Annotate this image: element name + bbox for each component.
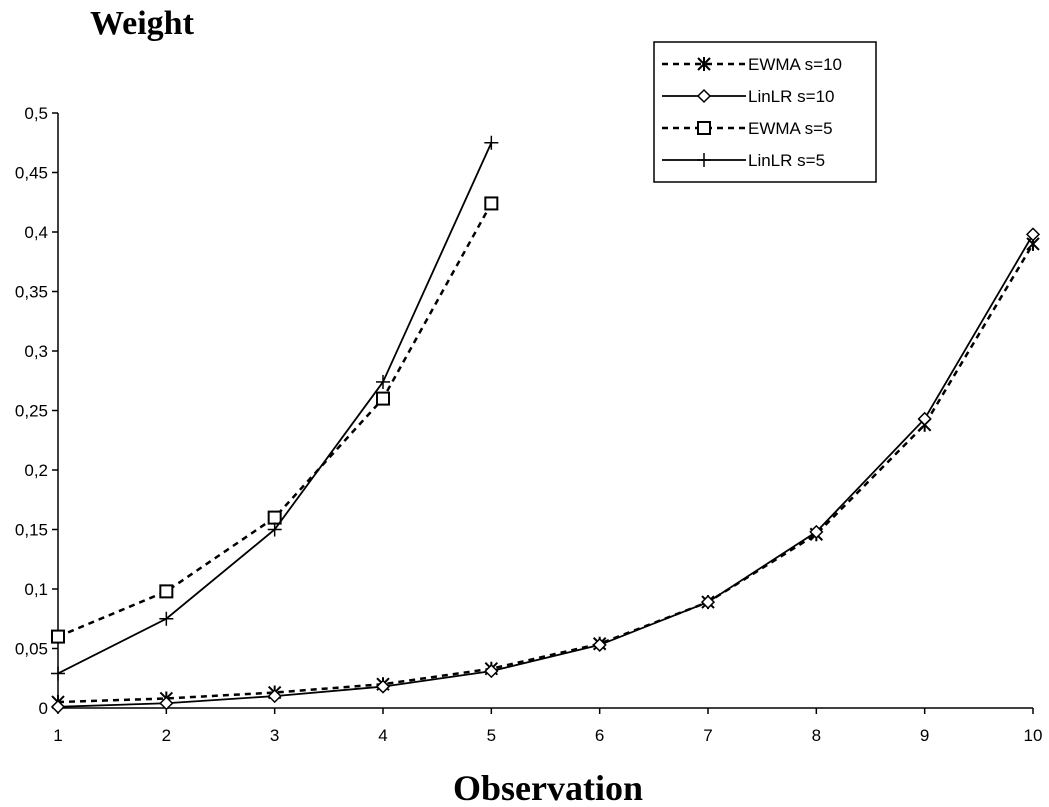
x-tick-label: 2 [162,726,171,745]
legend-entry: LinLR s=5 [662,151,825,170]
x-tick-label: 7 [703,726,712,745]
square-marker [51,629,65,644]
diamond-marker [50,699,66,714]
legend-label: EWMA s=10 [748,55,842,74]
y-tick-label: 0,5 [24,104,48,123]
plus-marker [159,611,174,626]
legend-label: LinLR s=10 [748,87,834,106]
diamond-marker [375,679,391,694]
square-marker [267,510,282,525]
plus-marker [51,666,65,681]
plus-marker [484,135,499,150]
square-marker [484,196,499,211]
series-linlr-s-5 [51,135,499,681]
y-tick-label: 0,4 [24,223,48,242]
square-marker [697,121,711,135]
diamond-marker [696,88,712,104]
diamond-marker [159,696,174,711]
legend-label: EWMA s=5 [748,119,833,138]
square-marker [159,584,174,599]
diamond-marker [484,664,499,679]
x-tick-label: 5 [487,726,496,745]
y-tick-label: 0,15 [15,521,48,540]
axes: 0 0,05 0,1 0,15 0,2 0,25 0,3 0,35 0,4 0,45 0,5 1 2 3 4… [15,104,1043,745]
series-linlr-s-10 [50,227,1041,714]
x-star-marker [697,57,711,71]
legend-box [653,41,877,183]
y-tick-label: 0,45 [15,164,48,183]
series-ewma-s-5 [51,196,499,644]
plus-marker [376,374,390,389]
legend-entry: EWMA s=5 [662,119,833,138]
legend-entry: EWMA s=10 [662,55,842,74]
y-axis-title: Weight [90,5,195,42]
series-line [57,243,1035,704]
diamond-marker [592,637,607,652]
plus-marker [697,153,711,167]
x-tick-label: 10 [1024,726,1043,745]
x-tick-label: 8 [812,726,821,745]
diamond-marker [809,524,824,539]
diamond-marker [700,595,716,610]
y-tick-label: 0,25 [15,402,48,421]
x-tick-label: 4 [378,726,387,745]
y-tick-label: 0,2 [24,461,48,480]
diamond-marker [1025,227,1041,242]
legend: EWMA s=10 LinLR s=10 EWMA s=5 LinLR s=5 [653,41,877,183]
x-tick-label: 9 [920,726,929,745]
series-ewma-s-10 [51,236,1040,710]
y-tick-label: 0 [39,699,48,718]
square-marker [376,391,390,406]
y-tick-label: 0,3 [24,342,48,361]
x-tick-label: 1 [53,726,62,745]
x-tick-label: 6 [595,726,604,745]
series-layer [50,135,1041,714]
diamond-marker [267,689,282,704]
x-axis-title: Observation [453,768,643,807]
legend-label: LinLR s=5 [748,151,825,170]
series-line [57,202,493,638]
y-tick-label: 0,35 [15,283,48,302]
plus-marker [267,522,282,537]
y-tick-label: 0,1 [24,580,48,599]
diamond-marker [917,411,932,426]
legend-entry: LinLR s=10 [662,87,834,106]
y-tick-label: 0,05 [15,640,48,659]
series-line [57,233,1034,708]
series-line [57,142,493,675]
x-tick-label: 3 [270,726,279,745]
